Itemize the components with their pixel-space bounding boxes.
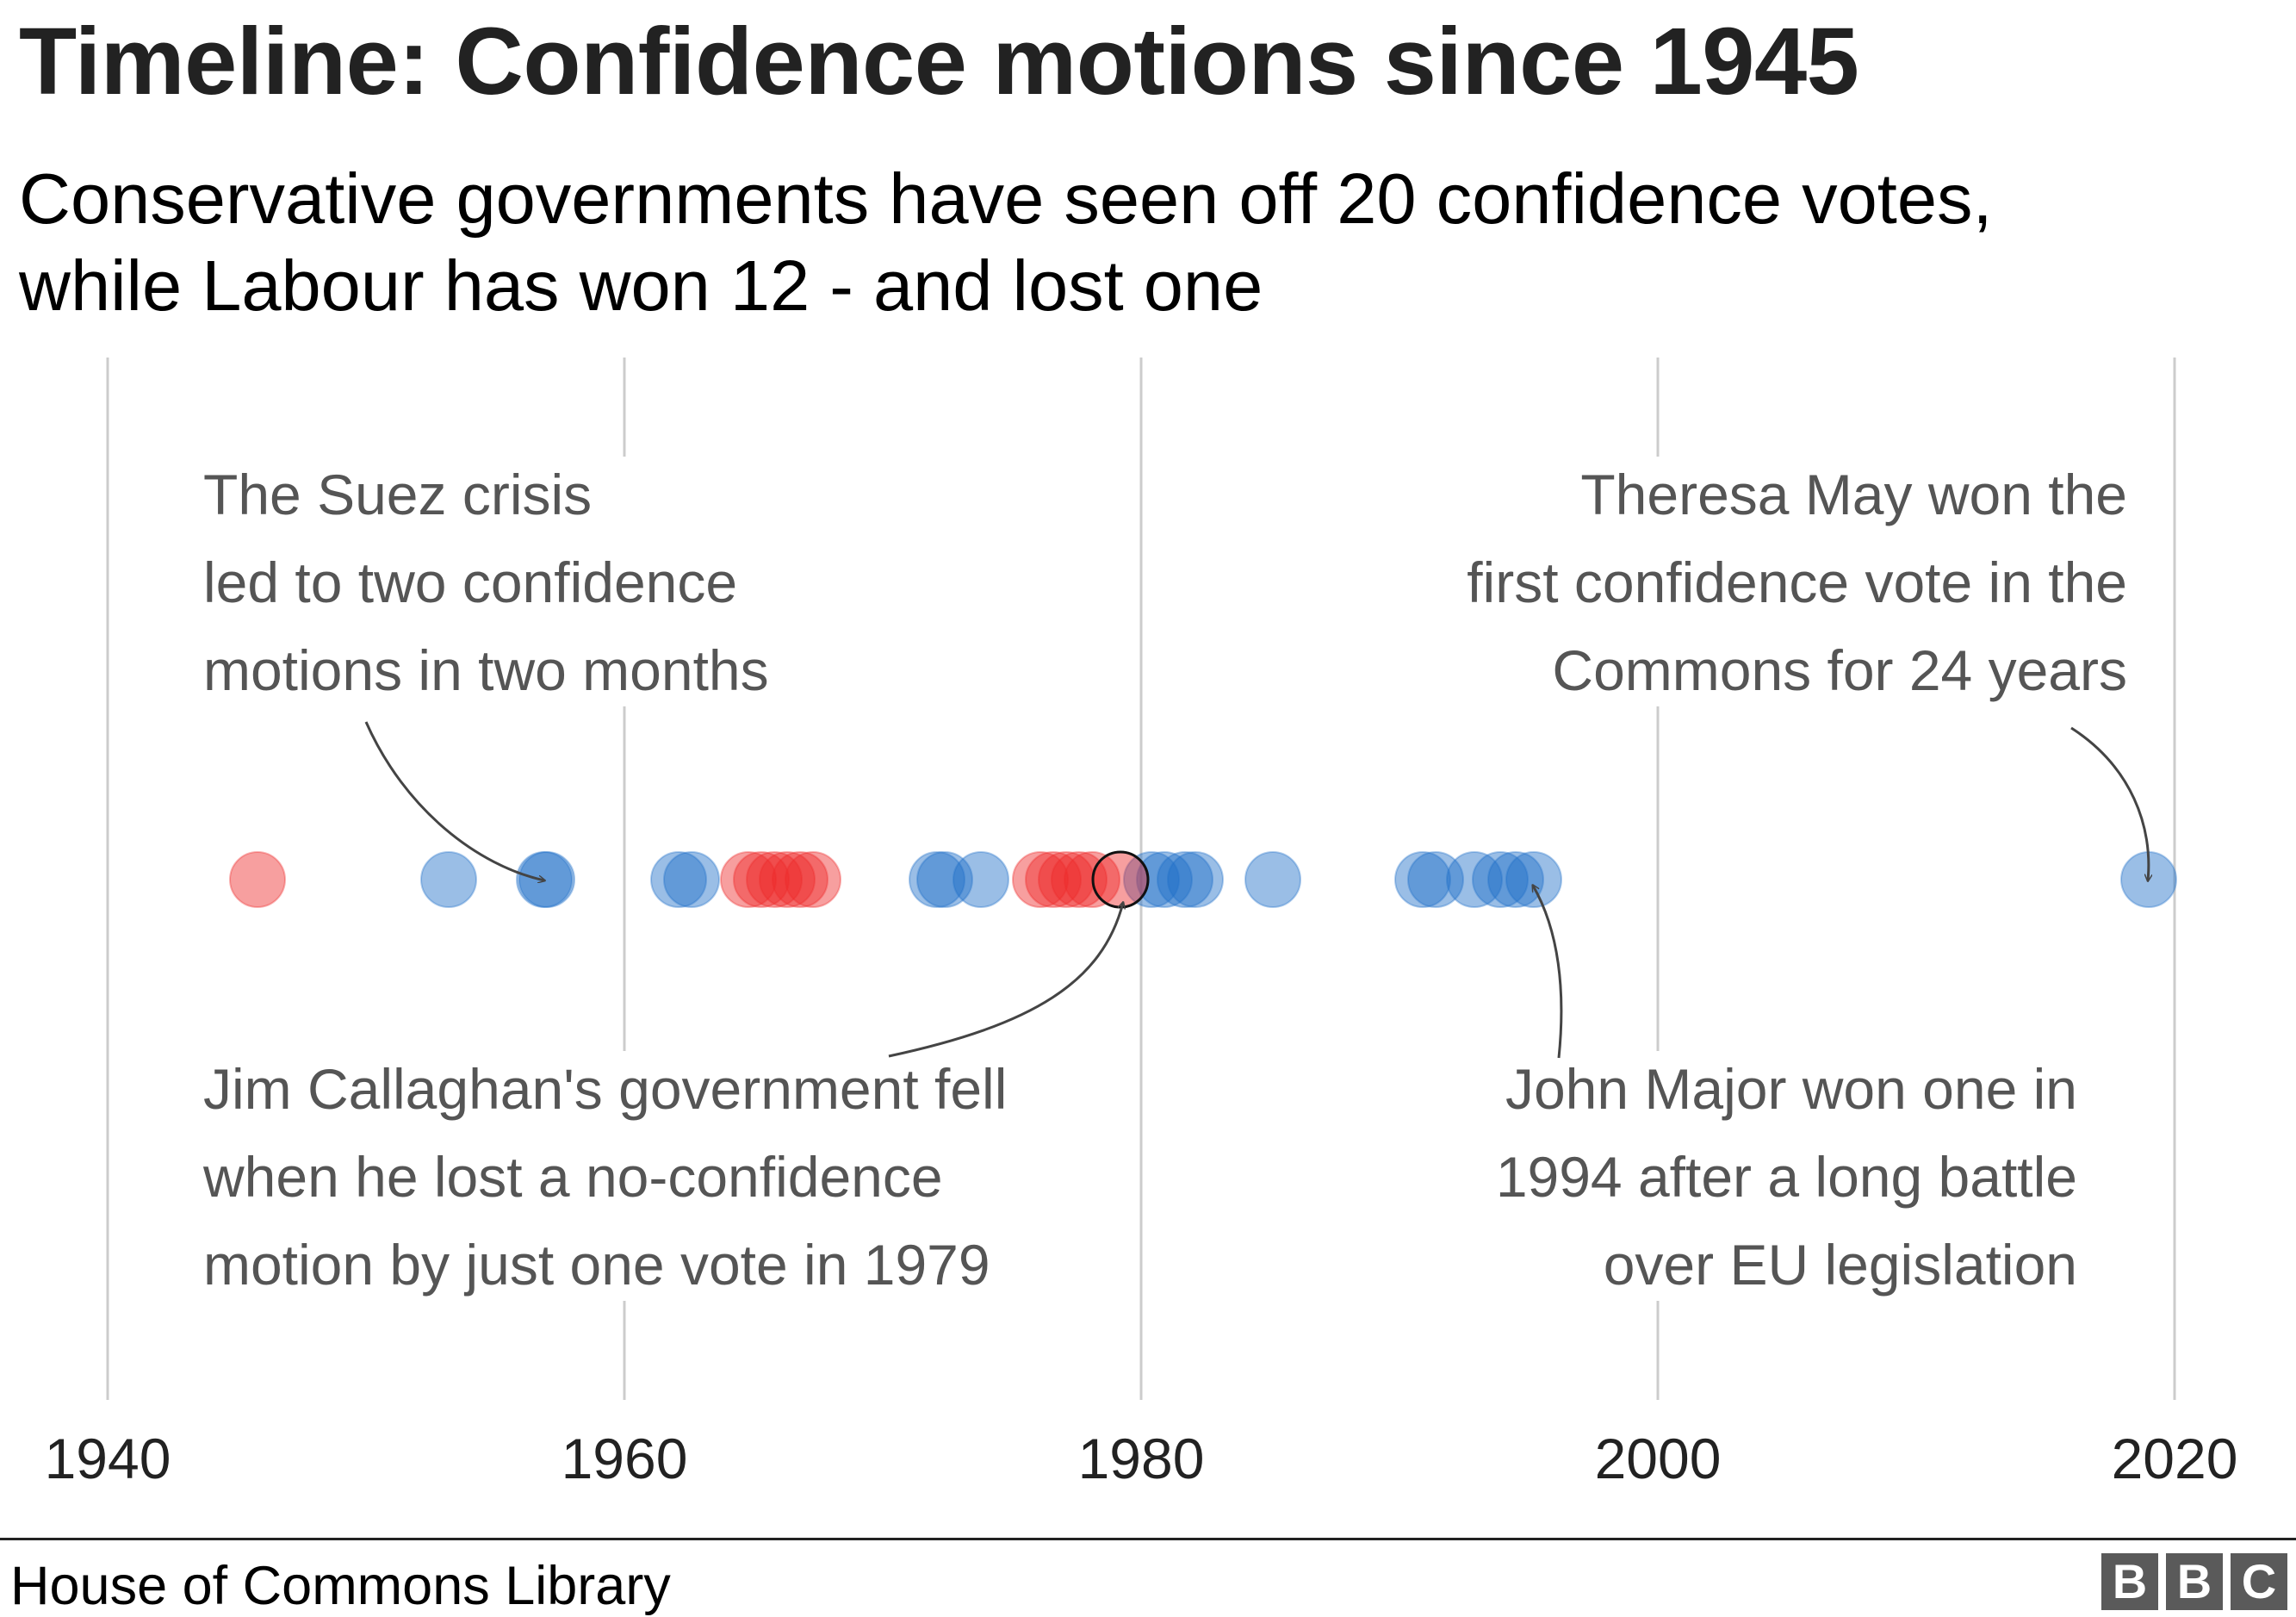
annotation-line: when he lost a no-confidence	[202, 1145, 943, 1209]
conservative-vote-dot	[650, 851, 707, 908]
labour-vote-dot	[772, 851, 828, 908]
labour-vote-dot	[1012, 851, 1069, 908]
bbc-logo: B B C	[2101, 1553, 2287, 1610]
may-arrow	[2070, 726, 2149, 880]
labour-vote-dot	[1025, 851, 1082, 908]
source-label: House of Commons Library	[10, 1556, 671, 1616]
timeline-chart: The Suez crisis led to two confidence mo…	[45, 358, 2238, 1490]
annotation-line: first confidence vote in the	[1467, 550, 2127, 614]
labour-vote-dot	[229, 851, 286, 908]
annotation-line: Theresa May won the	[1580, 463, 2127, 526]
conservative-vote-dot	[1487, 851, 1544, 908]
subtitle-line: Conservative governments have seen off 2…	[19, 159, 1993, 239]
annotation-arrows	[364, 721, 2149, 1059]
annotation-suez: The Suez crisis led to two confidence mo…	[203, 463, 769, 702]
subtitle-line: while Labour has won 12 - and lost one	[19, 246, 1263, 326]
conservative-vote-dot	[663, 851, 720, 908]
labour-vote-dot	[759, 851, 816, 908]
x-tick-label: 1980	[1078, 1427, 1205, 1490]
conservative-vote-dot	[420, 851, 477, 908]
conservative-vote-dot	[1472, 851, 1529, 908]
annotation-major: John Major won one in 1994 after a long …	[1496, 1057, 2077, 1297]
labour-vote-dot	[720, 851, 777, 908]
conservative-vote-dot	[1157, 851, 1213, 908]
suez-arrow	[364, 721, 544, 880]
conservative-vote-dot	[1505, 851, 1562, 908]
callaghan-arrow	[888, 903, 1123, 1058]
conservative-vote-dot	[1167, 851, 1224, 908]
x-tick-label: 1940	[45, 1427, 171, 1490]
annotation-callaghan: Jim Callaghan's government fell when he …	[202, 1057, 1007, 1297]
major-arrow	[1533, 886, 1563, 1059]
x-tick-label: 1960	[562, 1427, 688, 1490]
conservative-vote-dot	[916, 851, 973, 908]
chart-subtitle: Conservative governments have seen off 2…	[19, 155, 2258, 329]
labour-vote-dot	[733, 851, 790, 908]
vote-dots	[229, 850, 2177, 909]
labour-vote-dot	[746, 851, 803, 908]
conservative-vote-dot	[1446, 851, 1503, 908]
conservative-vote-dot	[953, 851, 1009, 908]
footer-divider	[0, 1538, 2296, 1540]
conservative-vote-dot	[1394, 851, 1451, 908]
annotation-line: motion by just one vote in 1979	[203, 1233, 990, 1297]
bbc-logo-letter: C	[2231, 1553, 2287, 1610]
annotation-line: The Suez crisis	[203, 463, 592, 526]
x-tick-label: 2020	[2112, 1427, 2238, 1490]
bbc-logo-letter: B	[2166, 1553, 2223, 1610]
annotation-line: led to two confidence	[203, 550, 737, 614]
annotation-line: over EU legislation	[1604, 1233, 2077, 1297]
labour-vote-dot	[1051, 851, 1108, 908]
conservative-vote-dot	[1407, 851, 1464, 908]
conservative-vote-dot	[909, 851, 965, 908]
annotation-line: John Major won one in	[1505, 1057, 2077, 1121]
annotation-line: motions in two months	[203, 638, 769, 702]
conservative-vote-dot	[1123, 851, 1180, 908]
conservative-vote-dot	[1244, 851, 1301, 908]
annotation-may: Theresa May won the first confidence vot…	[1467, 463, 2127, 702]
bbc-logo-letter: B	[2101, 1553, 2158, 1610]
annotation-line: 1994 after a long battle	[1496, 1145, 2077, 1209]
conservative-vote-dot	[518, 851, 575, 908]
chart-title: Timeline: Confidence motions since 1945	[19, 9, 1859, 115]
conservative-vote-dot	[1136, 851, 1193, 908]
annotation-backgrounds	[198, 457, 2136, 1301]
annotation-line: Jim Callaghan's government fell	[203, 1057, 1007, 1121]
labour-vote-dot	[785, 851, 841, 908]
x-tick-label: 2000	[1595, 1427, 1722, 1490]
annotation-line: Commons for 24 years	[1552, 638, 2127, 702]
x-axis-ticks: 1940 1960 1980 2000 2020	[45, 1427, 2238, 1490]
